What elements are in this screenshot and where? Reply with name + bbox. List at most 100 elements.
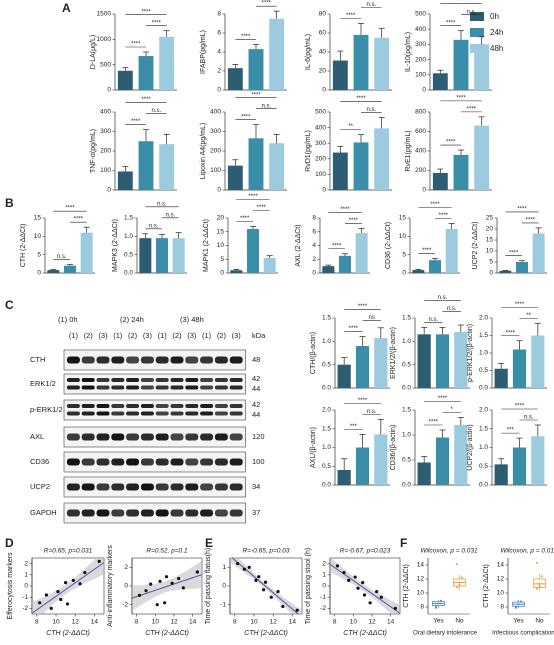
y-axis-label: Time of passing stool (h) (305, 548, 312, 624)
point (64, 581, 68, 585)
y-tick-label: 1 (222, 564, 226, 571)
bar (227, 165, 243, 190)
x-tick-label: 12 (72, 619, 80, 626)
sig-label: **** (358, 398, 368, 404)
point (541, 575, 543, 578)
point (164, 575, 169, 579)
x-axis-label: CTH (2-ΔΔCt) (145, 630, 189, 637)
point (44, 593, 49, 597)
y-tick-label: 1 (322, 572, 326, 579)
bar (159, 36, 175, 90)
blot-band (200, 483, 214, 491)
sig-label: ** (348, 124, 353, 130)
blot-band (81, 458, 95, 466)
blot-band (81, 378, 95, 382)
blot-band (185, 483, 199, 491)
sig-label: n.s. (438, 295, 448, 301)
y-tick-label: 10 (399, 233, 407, 240)
blot-band (111, 385, 125, 390)
blot-band (66, 433, 80, 441)
bar (516, 262, 528, 273)
y-tick-label: 0 (24, 583, 28, 590)
blot-band (185, 458, 199, 466)
blot-band (155, 509, 169, 517)
blot-band (81, 509, 95, 517)
y-axis-label: MAPK3 (2-ΔΔCt) (112, 219, 119, 272)
bar (374, 338, 388, 388)
blot-group: (3) 48h (180, 315, 204, 324)
sig-label: **** (346, 13, 356, 19)
point (295, 608, 299, 612)
blot-band (200, 378, 214, 382)
y-tick-label: 300 (315, 140, 326, 147)
point (144, 589, 148, 593)
point (56, 590, 60, 594)
y-tick-label: 1.5 (124, 215, 133, 222)
y-axis-label: CD36 (2-ΔΔCt) (385, 222, 392, 269)
annotation: R=-0.67, p=0.023 (340, 548, 391, 555)
point (361, 581, 365, 585)
blot-band (185, 404, 199, 408)
y-axis-label: TNF-α(pg/mL) (90, 129, 97, 173)
y-tick-label: 25 (486, 215, 494, 222)
point (181, 586, 185, 590)
trend-line (231, 558, 299, 614)
y-tick-label: 100 (100, 167, 111, 174)
blot-band (96, 458, 110, 466)
legend-swatch (470, 12, 484, 21)
sig-label: n.s. (367, 409, 377, 415)
sig-label: **** (517, 206, 527, 212)
x-tick-label: No (535, 618, 544, 625)
sig-label: **** (439, 213, 449, 219)
y-tick-label: 0.0 (479, 385, 488, 392)
y-tick-label: 20 (486, 226, 494, 233)
confidence-band (132, 560, 202, 611)
bar (47, 270, 60, 273)
sig-label: ns (368, 315, 374, 321)
y-tick-label: 10 (486, 248, 494, 255)
y-axis-label: AXL/(β-actin) (310, 427, 317, 468)
point (195, 570, 199, 574)
x-axis-label: Oral dietary intolerance (413, 630, 478, 637)
blot-band (96, 378, 110, 382)
y-tick-label: 0 (222, 583, 226, 590)
x-tick-label: Yes (513, 618, 524, 625)
blot-band (155, 458, 169, 466)
point (59, 597, 63, 602)
kda-label: 42 (252, 400, 260, 409)
y-tick-label: 0.5 (402, 361, 411, 368)
y-axis-label: MAPK1 (2-ΔΔCt) (203, 219, 210, 272)
y-tick-label: -1 (320, 594, 326, 601)
panel-letter: D (5, 536, 14, 550)
blot-row-label: UCP2 (30, 482, 50, 491)
lane-label: (2) (84, 331, 94, 340)
bar (332, 60, 348, 90)
x-tick-label: 14 (387, 619, 395, 626)
blot-row-label: CTH (30, 355, 45, 364)
lane-label: (2) (172, 331, 182, 340)
sig-label: n.s. (151, 108, 161, 114)
y-tick-label: 0 (422, 87, 426, 94)
blot-band (229, 411, 243, 416)
blot-frame (63, 349, 246, 371)
y-tick-label: 500 (315, 109, 326, 116)
bar (355, 447, 370, 485)
blot-band (214, 385, 228, 390)
blot-band (140, 509, 154, 517)
lane-label: (1) (113, 331, 123, 340)
bar (64, 265, 76, 273)
sig-label: n.s. (428, 317, 438, 323)
blot-band (66, 411, 80, 416)
point (65, 602, 70, 606)
sig-label: n.s. (149, 223, 159, 229)
blot-band (66, 385, 80, 390)
sig-label: **** (332, 243, 342, 249)
y-tick-label: 300 (210, 128, 221, 135)
y-tick-label: 10 (217, 242, 225, 249)
blot-band (185, 356, 199, 364)
y-tick-label: 1500 (97, 11, 112, 18)
blot-band (229, 433, 243, 441)
y-tick-label: 12 (417, 576, 425, 583)
point (149, 582, 153, 586)
point (456, 586, 458, 589)
